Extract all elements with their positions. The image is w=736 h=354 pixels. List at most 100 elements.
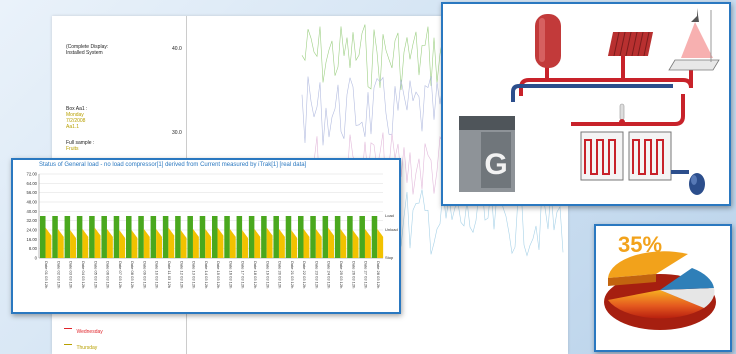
unload-area: [94, 227, 101, 258]
hot-pipe-right: [571, 94, 685, 126]
radiator-icon: [607, 32, 654, 56]
load-bar: [175, 216, 181, 258]
unload-area: [106, 228, 113, 258]
report-display-subtitle: Installed System: [66, 50, 103, 56]
unload-area: [377, 228, 384, 258]
unload-area: [70, 230, 76, 258]
unload-area: [45, 227, 52, 258]
report-legend-thursday: Thursday: [64, 336, 97, 354]
chart-y-tick-label: 8.00: [29, 246, 38, 251]
pie-slice-highlight: [608, 251, 688, 278]
chart-y-tick-label: 56.00: [27, 190, 38, 195]
heat-lamp-beam: [681, 22, 713, 58]
chart-x-tick-label: Date 02 03 12h: [56, 261, 61, 288]
load-bar: [285, 216, 292, 258]
report-sample-label: Full sample :: [66, 140, 95, 146]
load-bar: [89, 216, 95, 258]
chart-x-tick-label: Date 14 03 12h: [204, 261, 209, 288]
report-y-value-mid: 30.0: [172, 130, 182, 136]
chart-right-label-unload: Unload: [385, 227, 398, 232]
chart-y-tick-label: 48.00: [27, 200, 38, 205]
report-display-title: (Complete Display:: [66, 44, 109, 50]
unload-area: [180, 230, 187, 258]
pie-percent-label: 35%: [618, 232, 662, 257]
unload-area: [143, 228, 150, 258]
chart-y-tick-label: 40.00: [27, 209, 38, 214]
chart-x-tick-label: Date 24 03 12h: [327, 261, 332, 288]
chart-x-tick-label: Date 06 03 12h: [106, 261, 111, 288]
report-box-line1: Monday: [66, 112, 84, 118]
load-bar: [126, 216, 132, 258]
chart-right-label-load: Load: [385, 213, 394, 218]
unload-area: [266, 227, 273, 258]
chart-right-label-stop: Stop: [385, 255, 394, 260]
load-bar: [76, 216, 83, 258]
report-box-label: Box Aa1 :: [66, 106, 88, 112]
chart-y-tick-label: 32.00: [27, 218, 38, 223]
load-bar: [113, 216, 120, 258]
unload-area: [119, 230, 126, 258]
load-bar: [224, 216, 230, 258]
chart-x-tick-label: Date 21 03 12h: [290, 261, 295, 288]
thermometer-icon: [619, 103, 625, 121]
load-bar: [310, 216, 316, 258]
unload-area: [291, 230, 298, 258]
chart-x-tick-label: Date 20 03 12h: [278, 261, 283, 288]
pie-slice-white: [660, 288, 715, 308]
pie-chart: 35%: [604, 232, 716, 330]
chart-y-tick-label: 0: [35, 256, 38, 261]
chart-y-tick-label: 24.00: [27, 228, 38, 233]
load-bar: [248, 216, 255, 258]
unload-area: [242, 230, 248, 258]
unload-area: [328, 227, 334, 258]
report-box-line3: Aa1.1: [66, 124, 80, 130]
unload-area: [217, 227, 224, 258]
unload-area: [156, 228, 162, 258]
chart-x-tick-label: Date 18 03 12h: [253, 261, 258, 288]
cold-pipe-top: [511, 84, 673, 102]
load-bar: [298, 216, 304, 258]
chart-x-tick-label: Date 13 03 12h: [192, 261, 197, 288]
chart-x-tick-label: Date 04 03 12h: [81, 261, 86, 288]
compressor-brand-letter: G: [484, 148, 507, 181]
report-legend-wednesday: Wednesday: [64, 320, 103, 338]
chart-x-tick-label: Date 01 03 12h: [44, 261, 49, 288]
load-bar: [261, 216, 267, 258]
load-bar: [150, 216, 157, 258]
load-bar: [371, 216, 378, 258]
status-chart: 72.00 64.00 56.00 48.00 40.00 32.00 24.00 16.00…: [27, 172, 398, 289]
chart-x-tick-label: Date 19 03 12h: [265, 261, 270, 288]
status-chart-panel: Status of General load - no load compres…: [11, 158, 401, 314]
report-y-value-top: 40.0: [172, 46, 182, 52]
unload-area: [278, 228, 285, 258]
unload-area: [192, 228, 199, 258]
chart-x-tick-label: Date 27 03 12h: [364, 261, 369, 288]
unload-area: [303, 228, 310, 258]
load-bar: [359, 216, 365, 258]
hot-water-tank: [535, 14, 561, 68]
chart-x-tick-label: Date 03 03 12h: [69, 261, 74, 288]
chart-x-tick-label: Date 16 03 12h: [228, 261, 233, 288]
chart-x-tick-label: Date 15 03 12h: [216, 261, 221, 288]
chart-x-tick-label: Date 28 03 12h: [376, 261, 381, 288]
load-bar: [162, 216, 169, 258]
exchanger-coil-right: [632, 139, 664, 175]
report-box-line2: 7/2/2008: [66, 118, 86, 124]
chart-x-tick-label: Date 05 03 12h: [93, 261, 98, 288]
chart-x-tick-label: Date 17 03 12h: [241, 261, 246, 288]
load-bar: [64, 216, 71, 258]
unload-area: [315, 228, 322, 258]
load-bar: [347, 216, 353, 258]
load-bar: [212, 216, 218, 258]
chart-x-tick-label: Date 09 03 12h: [142, 261, 147, 288]
unload-area: [352, 230, 359, 258]
load-bar: [187, 216, 193, 258]
report-sample-value: Fruits: [66, 146, 79, 152]
unload-area: [82, 228, 89, 258]
unload-area: [131, 230, 138, 258]
chart-y-tick-label: 64.00: [27, 181, 38, 186]
load-bar: [138, 216, 144, 258]
heat-lamp-icon: [691, 8, 699, 22]
chart-x-tick-label: Date 08 03 12h: [130, 261, 135, 288]
air-receiver-tank: [689, 173, 705, 195]
